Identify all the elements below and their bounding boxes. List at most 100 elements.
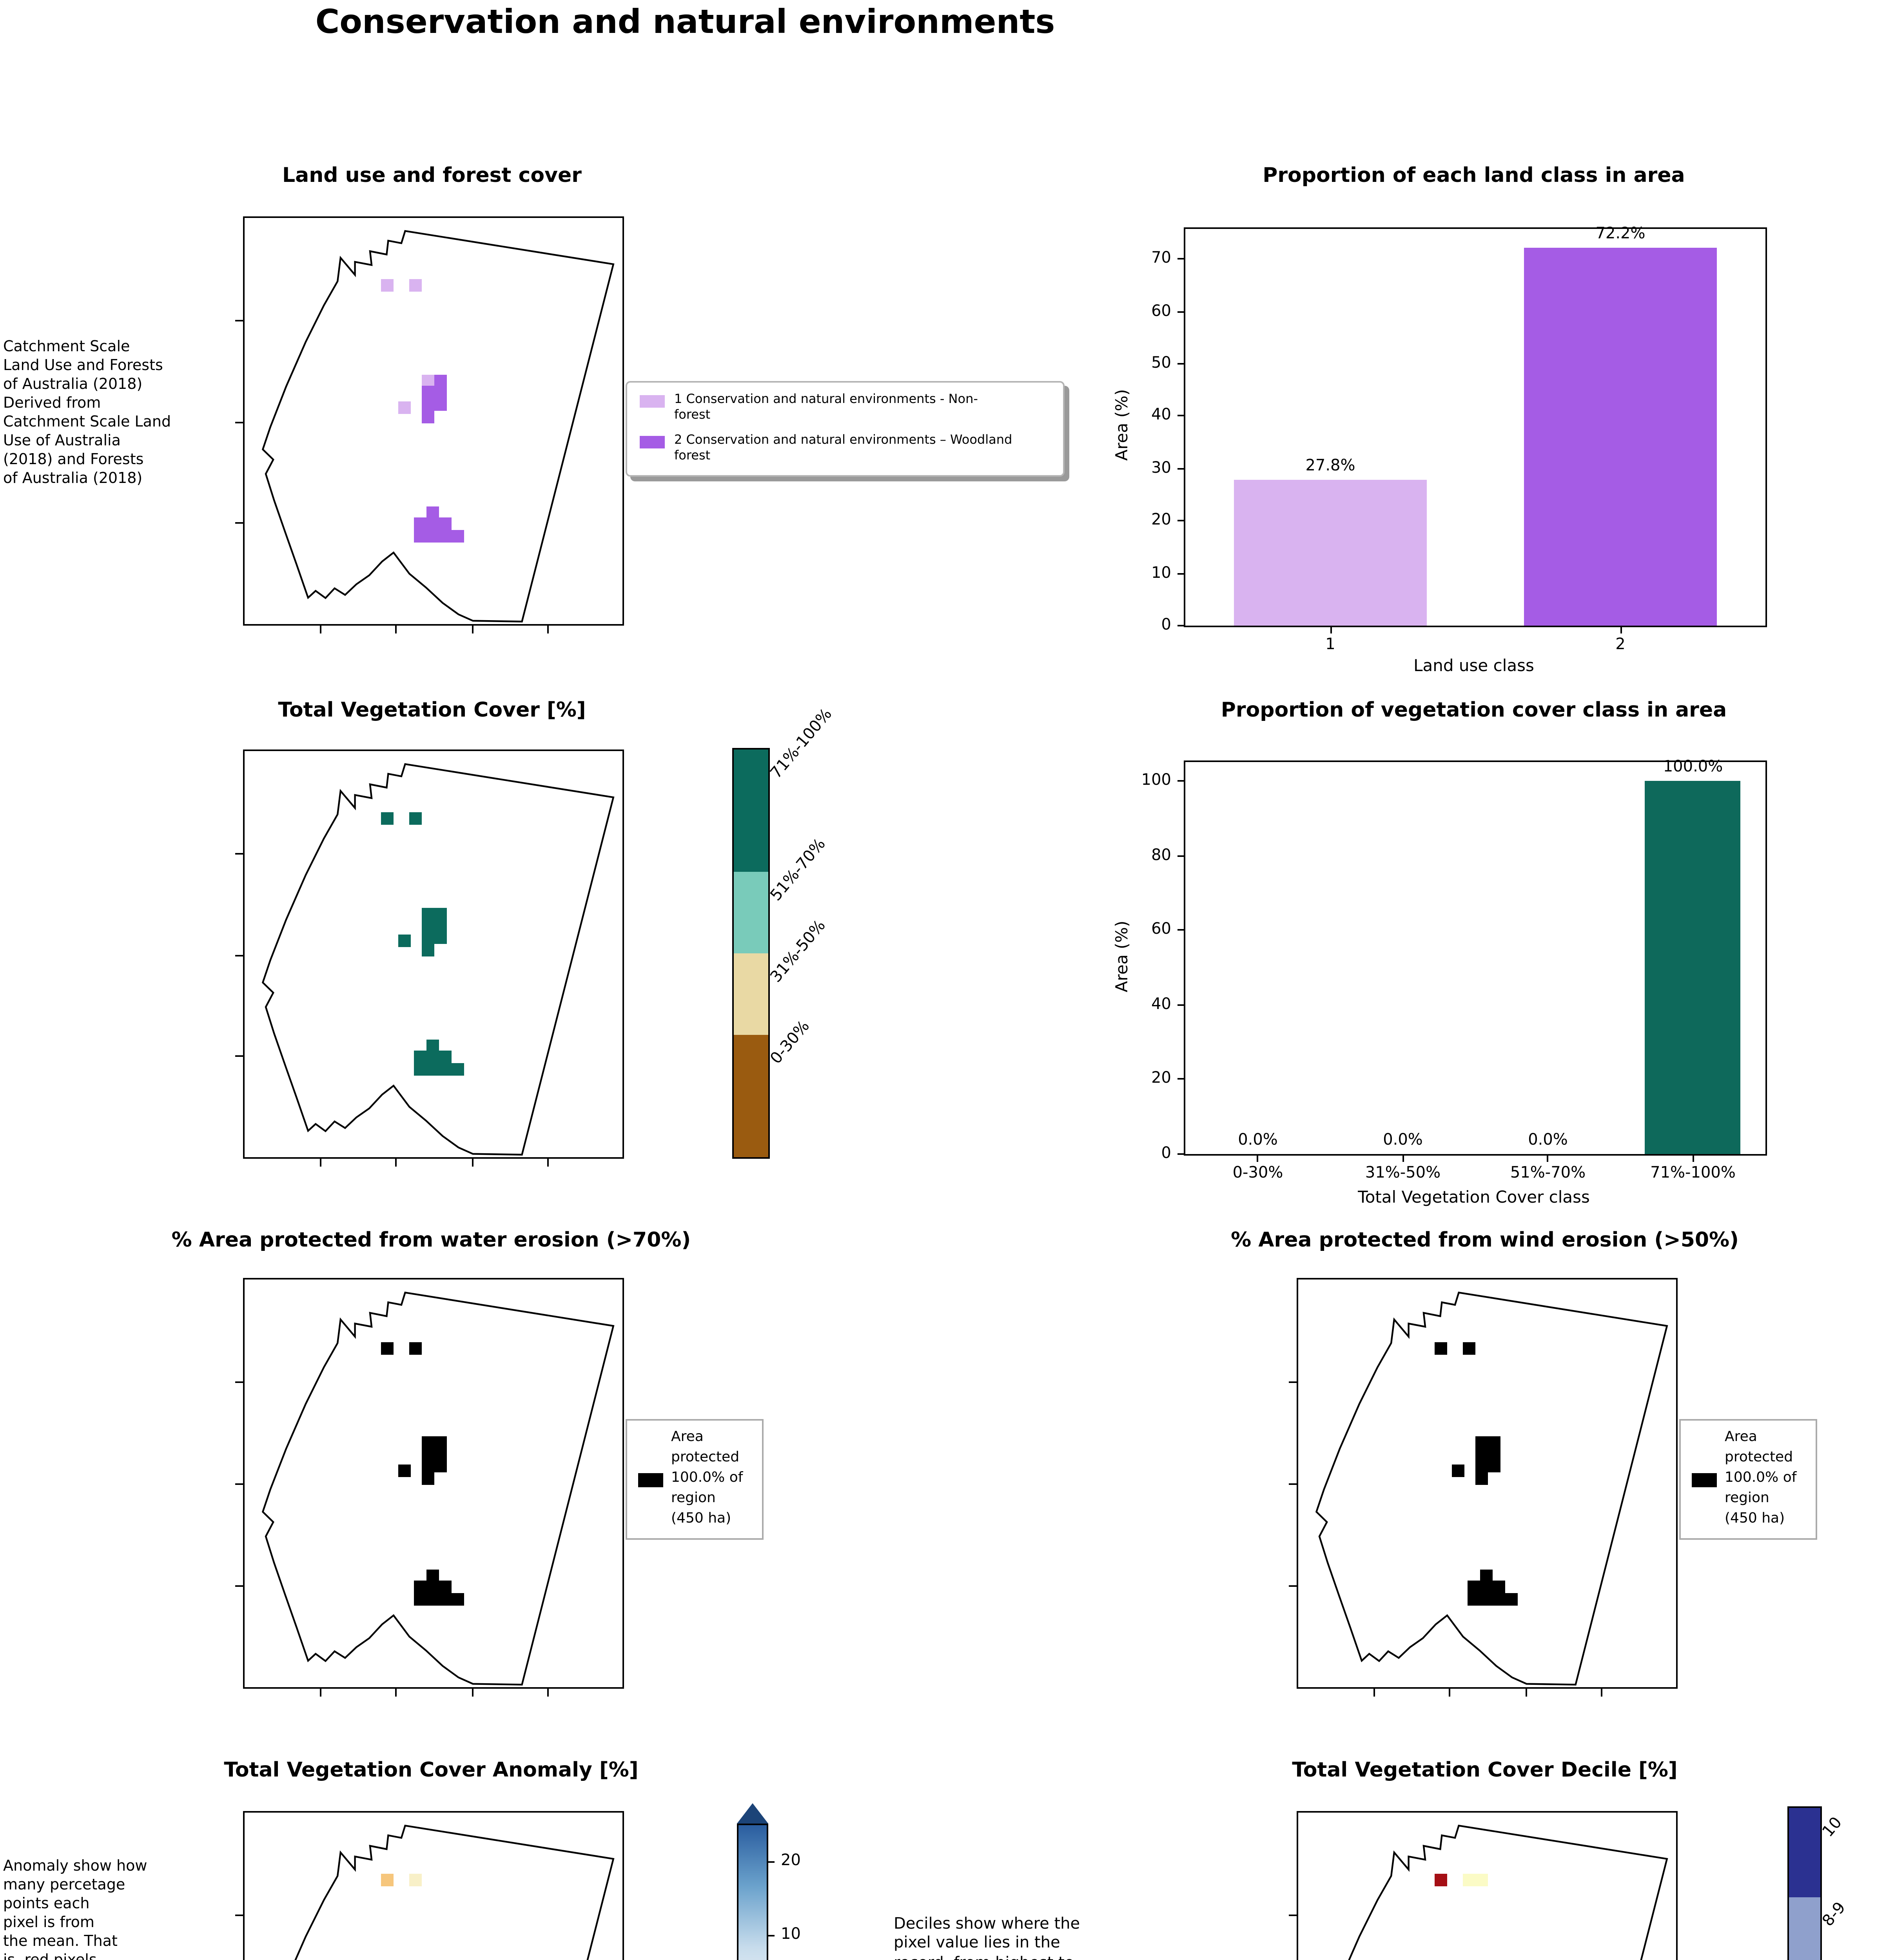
axis-tick [320, 1159, 322, 1167]
catchment-outline [261, 230, 615, 622]
catchment-outline [261, 1291, 615, 1686]
colorbar-segment [734, 750, 768, 872]
axis-tick [1289, 1914, 1297, 1916]
map-pixel [434, 907, 447, 920]
landclass-chart-ylabel: Area (%) [1113, 389, 1132, 461]
map-pixel [414, 1063, 426, 1076]
map-pixel [439, 1581, 452, 1593]
vegclass-bar-chart: 0.0% 0-30% 0.0% 31%-50% 0.0% 51%-70% 100.0% 71%… [1141, 759, 1767, 1182]
y-tick-label: 60 [1151, 921, 1171, 939]
y-tick [1177, 855, 1185, 857]
map-pixel [426, 1592, 439, 1605]
map-pixel [426, 506, 439, 519]
water-protection-legend-text: Area protected 100.0% of region (450 ha) [671, 1430, 743, 1528]
colorbar-label: 0-30% [768, 1018, 814, 1068]
decile-map [1289, 1811, 1678, 1960]
map-pixel [422, 374, 434, 387]
landclass-chart-title: Proportion of each land class in area [1263, 165, 1685, 188]
landuse-legend: 1 Conservation and natural environments … [626, 381, 1065, 476]
map-pixel [381, 1874, 394, 1887]
map-pixel [434, 1460, 447, 1473]
map-pixel [439, 1051, 452, 1064]
axis-tick [320, 626, 322, 633]
map-pixel [1463, 1341, 1475, 1354]
decile-colorbar: 108-94-72-31 [1787, 1806, 1850, 1960]
vegcover-colorbar: 71%-100% 51%-70% 31%-50% 0-30% [732, 706, 836, 1159]
anomaly-explainer-text: Anomaly show how many percetage points e… [3, 1858, 147, 1960]
map-pixel [426, 1051, 439, 1064]
y-tick [1177, 520, 1185, 522]
axis-tick [471, 1159, 473, 1167]
map-pixel [1492, 1592, 1505, 1605]
decile-map-title: Total Vegetation Cover Decile [%] [1292, 1759, 1678, 1783]
map-pixel [1475, 1448, 1488, 1461]
colorbar-label: 51%-70% [768, 836, 830, 905]
axis-tick [235, 523, 243, 524]
map-pixel [1463, 1874, 1475, 1887]
map-pixel [426, 1569, 439, 1582]
map-pixel [422, 1448, 434, 1461]
x-tick-label: 31%-50% [1365, 1165, 1441, 1182]
axis-tick [1289, 1483, 1297, 1485]
y-tick-label: 60 [1151, 303, 1171, 320]
vegclass-chart-xlabel: Total Vegetation Cover class [1358, 1189, 1590, 1207]
decile-explainer-text: Deciles show where the pixel value lies … [894, 1916, 1080, 1960]
map-pixel [1480, 1581, 1493, 1593]
map-pixel [1488, 1460, 1500, 1473]
map-pixel [422, 410, 434, 423]
legend-swatch [640, 395, 665, 408]
y-tick [1177, 625, 1185, 626]
catchment-outline [1348, 1824, 1668, 1960]
map-pixel [409, 279, 422, 292]
x-tick [1620, 626, 1621, 633]
map-pixel [1488, 1448, 1500, 1461]
water-erosion-title: % Area protected from water erosion (>70… [171, 1229, 691, 1253]
map-pixel [398, 401, 411, 414]
axis-tick [1525, 1689, 1527, 1697]
map-pixel [381, 279, 394, 292]
axis-tick [471, 1689, 473, 1697]
y-tick-label: 40 [1151, 996, 1171, 1013]
map-pixel [398, 1464, 411, 1477]
y-tick-label: 30 [1151, 460, 1171, 477]
map-pixel [1475, 1874, 1488, 1887]
map-pixel [426, 1581, 439, 1593]
map-pixel [409, 1341, 422, 1354]
map-pixel [414, 530, 426, 543]
x-tick-label: 51%-70% [1510, 1165, 1586, 1182]
map-pixel [439, 1592, 452, 1605]
y-tick [1177, 310, 1185, 312]
map-pixel [439, 530, 452, 543]
x-tick-label: 2 [1615, 637, 1626, 654]
map-pixel [1492, 1581, 1505, 1593]
map-pixel [414, 1592, 426, 1605]
y-tick [1177, 1153, 1185, 1155]
wind-protection-legend: Area protected 100.0% of region (450 ha) [1679, 1419, 1817, 1540]
map-pixel [434, 1448, 447, 1461]
y-tick [1177, 1004, 1185, 1005]
map-pixel [451, 1063, 464, 1076]
axis-tick [235, 853, 243, 854]
landuse-map [235, 216, 624, 633]
map-pixel [422, 386, 434, 399]
y-tick [1177, 468, 1185, 470]
anomaly-map-title: Total Vegetation Cover Anomaly [%] [224, 1759, 639, 1783]
area-protected-swatch [638, 1472, 663, 1487]
x-tick [1257, 1154, 1259, 1162]
map-pixel [409, 1874, 422, 1887]
water-protection-legend: Area protected 100.0% of region (450 ha) [626, 1419, 764, 1540]
x-tick-label: 1 [1325, 637, 1335, 654]
map-pixel [414, 1051, 426, 1064]
bar-value-label: 27.8% [1305, 458, 1355, 475]
colorbar-label: 71%-100% [768, 706, 836, 783]
y-tick-label: 0 [1161, 617, 1172, 634]
legend-swatch [640, 436, 665, 448]
axis-tick [235, 1585, 243, 1587]
map-pixel [1435, 1341, 1448, 1354]
x-tick [1547, 1154, 1549, 1162]
map-pixel [439, 518, 452, 531]
colorbar-segment [1789, 1897, 1820, 1960]
y-tick-label: 20 [1151, 1071, 1171, 1088]
colorbar-extend-up [737, 1803, 768, 1824]
